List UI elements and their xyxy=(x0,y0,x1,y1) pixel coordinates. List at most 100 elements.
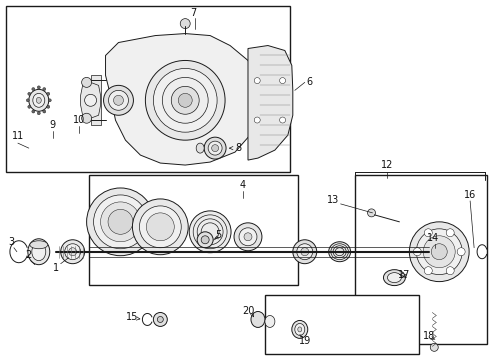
Ellipse shape xyxy=(196,143,204,153)
Circle shape xyxy=(446,229,454,237)
Text: 13: 13 xyxy=(326,195,339,205)
Circle shape xyxy=(32,110,35,113)
Ellipse shape xyxy=(85,94,97,106)
Ellipse shape xyxy=(416,229,462,275)
Ellipse shape xyxy=(409,222,469,282)
Text: 17: 17 xyxy=(398,270,411,280)
Circle shape xyxy=(280,117,286,123)
Text: 3: 3 xyxy=(8,237,14,247)
Circle shape xyxy=(280,78,286,84)
Ellipse shape xyxy=(114,95,123,105)
Polygon shape xyxy=(248,45,293,160)
Ellipse shape xyxy=(234,223,262,251)
Ellipse shape xyxy=(153,68,217,132)
Ellipse shape xyxy=(423,236,455,268)
Ellipse shape xyxy=(335,248,344,256)
Circle shape xyxy=(153,312,167,327)
Polygon shape xyxy=(91,75,100,125)
Bar xyxy=(89,175,298,285)
Ellipse shape xyxy=(293,240,317,264)
Ellipse shape xyxy=(87,188,154,256)
Text: 4: 4 xyxy=(240,180,246,190)
Bar xyxy=(6,6,290,172)
Circle shape xyxy=(180,19,190,28)
Circle shape xyxy=(457,248,465,256)
Ellipse shape xyxy=(208,141,222,155)
Ellipse shape xyxy=(301,248,309,256)
Text: 7: 7 xyxy=(190,8,196,18)
Ellipse shape xyxy=(197,219,223,245)
Ellipse shape xyxy=(204,137,226,159)
Circle shape xyxy=(201,236,209,244)
Text: 11: 11 xyxy=(12,131,24,141)
Text: 9: 9 xyxy=(49,120,56,130)
Ellipse shape xyxy=(29,89,49,111)
Ellipse shape xyxy=(193,215,227,249)
Ellipse shape xyxy=(103,85,133,115)
Ellipse shape xyxy=(28,239,50,265)
Circle shape xyxy=(28,92,31,95)
Circle shape xyxy=(82,113,92,123)
Circle shape xyxy=(197,232,213,248)
Ellipse shape xyxy=(431,244,447,260)
Text: 2: 2 xyxy=(25,250,32,260)
Text: 18: 18 xyxy=(423,332,436,341)
Ellipse shape xyxy=(140,206,181,248)
Polygon shape xyxy=(81,82,100,118)
Text: 1: 1 xyxy=(52,263,59,273)
Ellipse shape xyxy=(178,93,192,107)
Ellipse shape xyxy=(201,223,219,241)
Text: 10: 10 xyxy=(73,115,85,125)
Circle shape xyxy=(43,110,46,113)
Ellipse shape xyxy=(33,93,45,107)
Bar xyxy=(265,294,419,354)
Text: 6: 6 xyxy=(307,77,313,87)
Circle shape xyxy=(82,77,92,87)
Ellipse shape xyxy=(333,246,346,258)
Text: 14: 14 xyxy=(427,233,440,243)
Circle shape xyxy=(28,105,31,108)
Ellipse shape xyxy=(108,90,128,110)
Circle shape xyxy=(424,229,432,237)
Circle shape xyxy=(414,248,421,256)
Ellipse shape xyxy=(297,244,313,260)
Circle shape xyxy=(157,316,163,323)
Text: 12: 12 xyxy=(381,160,393,170)
Ellipse shape xyxy=(251,311,265,328)
Ellipse shape xyxy=(94,195,147,249)
Text: 15: 15 xyxy=(126,312,139,323)
Circle shape xyxy=(26,99,29,102)
Polygon shape xyxy=(105,33,258,165)
Ellipse shape xyxy=(108,210,133,234)
Ellipse shape xyxy=(36,97,41,103)
Ellipse shape xyxy=(212,145,219,152)
Ellipse shape xyxy=(331,244,348,260)
Circle shape xyxy=(254,117,260,123)
Ellipse shape xyxy=(32,243,46,261)
Circle shape xyxy=(47,92,50,95)
Text: 16: 16 xyxy=(464,190,476,200)
Ellipse shape xyxy=(388,273,401,283)
Circle shape xyxy=(37,86,40,89)
Bar xyxy=(355,175,487,345)
Text: 19: 19 xyxy=(298,336,311,346)
Ellipse shape xyxy=(239,228,257,246)
Circle shape xyxy=(47,105,50,108)
Ellipse shape xyxy=(146,60,225,140)
Circle shape xyxy=(32,87,35,91)
Circle shape xyxy=(446,267,454,275)
Circle shape xyxy=(37,112,40,115)
Ellipse shape xyxy=(384,270,405,285)
Ellipse shape xyxy=(147,213,174,241)
Ellipse shape xyxy=(329,242,350,262)
Ellipse shape xyxy=(292,320,308,338)
Circle shape xyxy=(368,209,375,217)
Ellipse shape xyxy=(244,233,252,241)
Text: 8: 8 xyxy=(235,143,241,153)
Ellipse shape xyxy=(61,240,85,264)
Ellipse shape xyxy=(65,244,81,260)
Circle shape xyxy=(430,343,438,351)
Text: 5: 5 xyxy=(215,230,221,240)
Ellipse shape xyxy=(295,323,305,336)
Ellipse shape xyxy=(30,241,48,249)
